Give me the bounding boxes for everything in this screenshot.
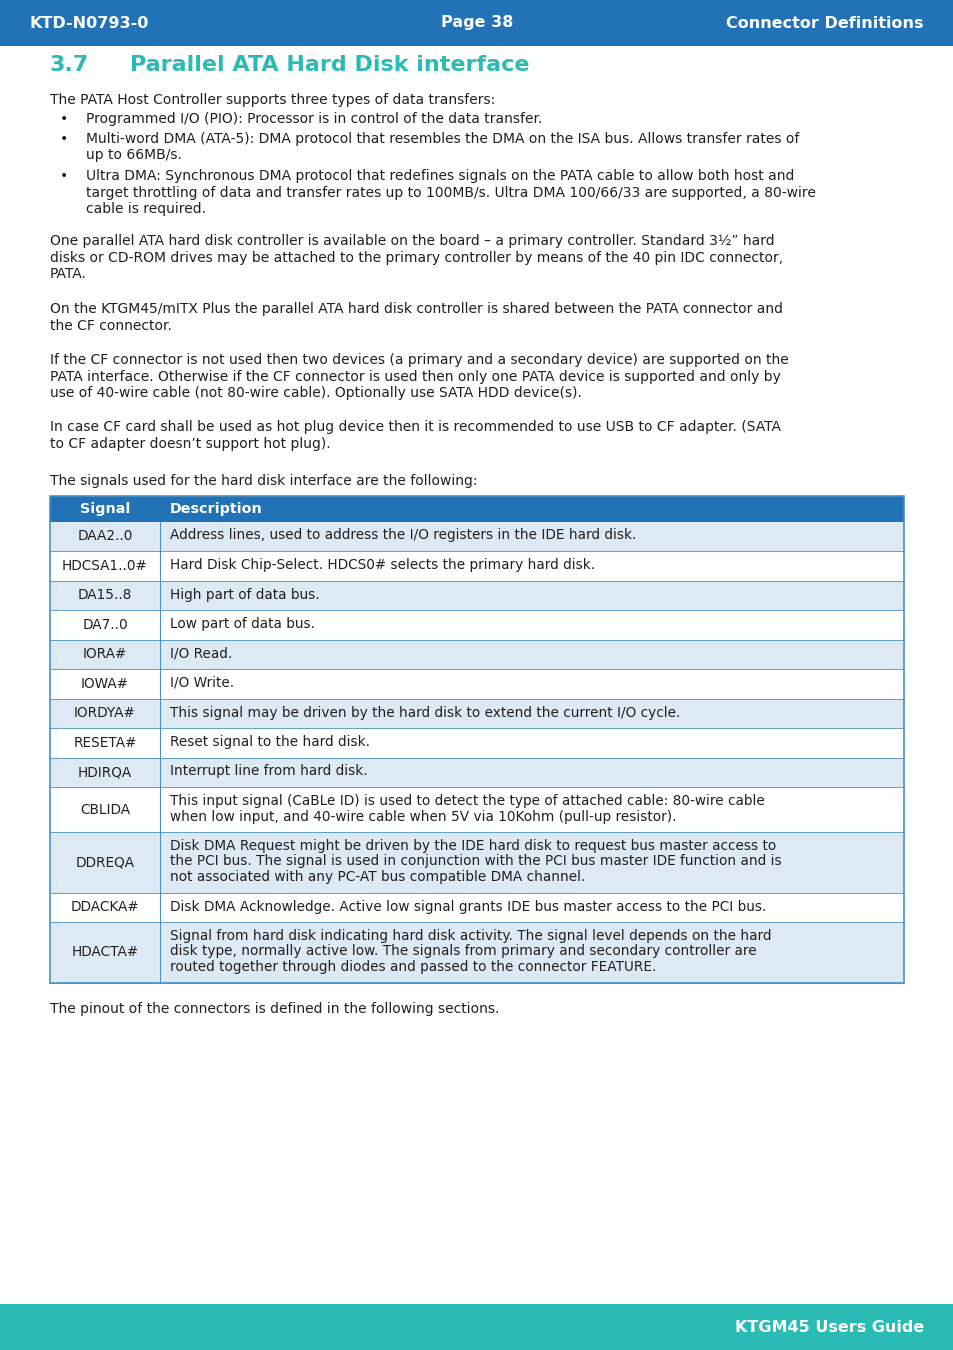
FancyBboxPatch shape bbox=[0, 1304, 953, 1350]
Bar bbox=[50, 787, 903, 832]
Text: Reset signal to the hard disk.: Reset signal to the hard disk. bbox=[170, 734, 370, 749]
Text: I/O Write.: I/O Write. bbox=[170, 676, 233, 690]
Text: HDCSA1..0#: HDCSA1..0# bbox=[62, 559, 148, 572]
Bar bbox=[50, 698, 903, 728]
Text: DA15..8: DA15..8 bbox=[78, 589, 132, 602]
Text: Description: Description bbox=[170, 501, 262, 516]
Text: DA7..0: DA7..0 bbox=[82, 618, 128, 632]
Text: routed together through diodes and passed to the connector FEATURE.: routed together through diodes and passe… bbox=[170, 960, 656, 973]
Bar bbox=[50, 580, 903, 610]
Text: KTD-N0793-0: KTD-N0793-0 bbox=[30, 15, 150, 31]
Text: the CF connector.: the CF connector. bbox=[50, 319, 172, 332]
Text: not associated with any PC-AT bus compatible DMA channel.: not associated with any PC-AT bus compat… bbox=[170, 869, 585, 884]
Text: Interrupt line from hard disk.: Interrupt line from hard disk. bbox=[170, 764, 367, 779]
Text: Signal from hard disk indicating hard disk activity. The signal level depends on: Signal from hard disk indicating hard di… bbox=[170, 929, 771, 944]
Text: KTGM45 Users Guide: KTGM45 Users Guide bbox=[734, 1319, 923, 1335]
Text: This signal may be driven by the hard disk to extend the current I/O cycle.: This signal may be driven by the hard di… bbox=[170, 706, 679, 720]
Text: The signals used for the hard disk interface are the following:: The signals used for the hard disk inter… bbox=[50, 474, 477, 487]
Text: disks or CD-ROM drives may be attached to the primary controller by means of the: disks or CD-ROM drives may be attached t… bbox=[50, 251, 782, 265]
Text: One parallel ATA hard disk controller is available on the board – a primary cont: One parallel ATA hard disk controller is… bbox=[50, 235, 774, 248]
Text: The PATA Host Controller supports three types of data transfers:: The PATA Host Controller supports three … bbox=[50, 93, 495, 107]
Text: up to 66MB/s.: up to 66MB/s. bbox=[86, 148, 182, 162]
Text: •: • bbox=[60, 112, 69, 126]
Text: Parallel ATA Hard Disk interface: Parallel ATA Hard Disk interface bbox=[130, 55, 529, 76]
Text: to CF adapter doesn’t support hot plug).: to CF adapter doesn’t support hot plug). bbox=[50, 437, 331, 451]
Text: the PCI bus. The signal is used in conjunction with the PCI bus master IDE funct: the PCI bus. The signal is used in conju… bbox=[170, 855, 781, 868]
Text: Ultra DMA: Synchronous DMA protocol that redefines signals on the PATA cable to : Ultra DMA: Synchronous DMA protocol that… bbox=[86, 169, 794, 184]
Bar bbox=[50, 640, 903, 670]
Bar bbox=[0, 1304, 953, 1350]
Text: use of 40-wire cable (not 80-wire cable). Optionally use SATA HDD device(s).: use of 40-wire cable (not 80-wire cable)… bbox=[50, 386, 581, 400]
Text: Page 38: Page 38 bbox=[440, 15, 513, 31]
Bar bbox=[50, 922, 903, 983]
Text: when low input, and 40-wire cable when 5V via 10Kohm (pull-up resistor).: when low input, and 40-wire cable when 5… bbox=[170, 810, 676, 824]
Text: In case CF card shall be used as hot plug device then it is recommended to use U: In case CF card shall be used as hot plu… bbox=[50, 420, 781, 435]
Text: This input signal (CaBLe ID) is used to detect the type of attached cable: 80-wi: This input signal (CaBLe ID) is used to … bbox=[170, 794, 764, 809]
Text: Multi-word DMA (ATA-5): DMA protocol that resembles the DMA on the ISA bus. Allo: Multi-word DMA (ATA-5): DMA protocol tha… bbox=[86, 132, 799, 146]
Text: 3.7: 3.7 bbox=[50, 55, 90, 76]
Text: CBLIDA: CBLIDA bbox=[80, 802, 130, 817]
Text: PATA.: PATA. bbox=[50, 267, 87, 282]
Text: I/O Read.: I/O Read. bbox=[170, 647, 232, 660]
Text: Programmed I/O (PIO): Processor is in control of the data transfer.: Programmed I/O (PIO): Processor is in co… bbox=[86, 112, 542, 126]
Bar bbox=[50, 757, 903, 787]
Text: The pinout of the connectors is defined in the following sections.: The pinout of the connectors is defined … bbox=[50, 1003, 498, 1017]
Text: IOWA#: IOWA# bbox=[81, 676, 129, 691]
Text: Signal: Signal bbox=[80, 501, 130, 516]
Bar bbox=[50, 495, 903, 983]
Text: disk type, normally active low. The signals from primary and secondary controlle: disk type, normally active low. The sign… bbox=[170, 945, 756, 958]
Bar bbox=[50, 892, 903, 922]
Text: Disk DMA Request might be driven by the IDE hard disk to request bus master acce: Disk DMA Request might be driven by the … bbox=[170, 838, 776, 853]
Text: •: • bbox=[60, 169, 69, 184]
Text: Hard Disk Chip-Select. HDCS0# selects the primary hard disk.: Hard Disk Chip-Select. HDCS0# selects th… bbox=[170, 558, 595, 572]
Text: Address lines, used to address the I/O registers in the IDE hard disk.: Address lines, used to address the I/O r… bbox=[170, 528, 636, 543]
Bar bbox=[50, 495, 903, 521]
Text: •: • bbox=[60, 132, 69, 146]
Text: DDACKA#: DDACKA# bbox=[71, 900, 139, 914]
Text: DDREQA: DDREQA bbox=[75, 856, 134, 869]
Bar bbox=[50, 728, 903, 757]
Text: If the CF connector is not used then two devices (a primary and a secondary devi: If the CF connector is not used then two… bbox=[50, 352, 788, 367]
Bar bbox=[50, 551, 903, 580]
Text: IORDYA#: IORDYA# bbox=[74, 706, 135, 721]
Text: Low part of data bus.: Low part of data bus. bbox=[170, 617, 314, 630]
Bar bbox=[50, 521, 903, 551]
Text: PATA interface. Otherwise if the CF connector is used then only one PATA device : PATA interface. Otherwise if the CF conn… bbox=[50, 370, 781, 383]
Text: Connector Definitions: Connector Definitions bbox=[726, 15, 923, 31]
Text: HDACTA#: HDACTA# bbox=[71, 945, 138, 960]
Bar bbox=[50, 610, 903, 640]
Bar bbox=[50, 832, 903, 892]
Bar bbox=[0, 0, 953, 46]
Text: HDIRQA: HDIRQA bbox=[78, 765, 132, 779]
Text: IORA#: IORA# bbox=[83, 647, 127, 662]
Text: RESETA#: RESETA# bbox=[73, 736, 136, 749]
Text: cable is required.: cable is required. bbox=[86, 202, 206, 216]
Text: High part of data bus.: High part of data bus. bbox=[170, 587, 319, 602]
Text: On the KTGM45/mITX Plus the parallel ATA hard disk controller is shared between : On the KTGM45/mITX Plus the parallel ATA… bbox=[50, 302, 782, 316]
FancyBboxPatch shape bbox=[0, 0, 953, 46]
Text: target throttling of data and transfer rates up to 100MB/s. Ultra DMA 100/66/33 : target throttling of data and transfer r… bbox=[86, 185, 815, 200]
Text: Disk DMA Acknowledge. Active low signal grants IDE bus master access to the PCI : Disk DMA Acknowledge. Active low signal … bbox=[170, 899, 765, 914]
Text: DAA2..0: DAA2..0 bbox=[77, 529, 132, 543]
Bar bbox=[50, 670, 903, 698]
